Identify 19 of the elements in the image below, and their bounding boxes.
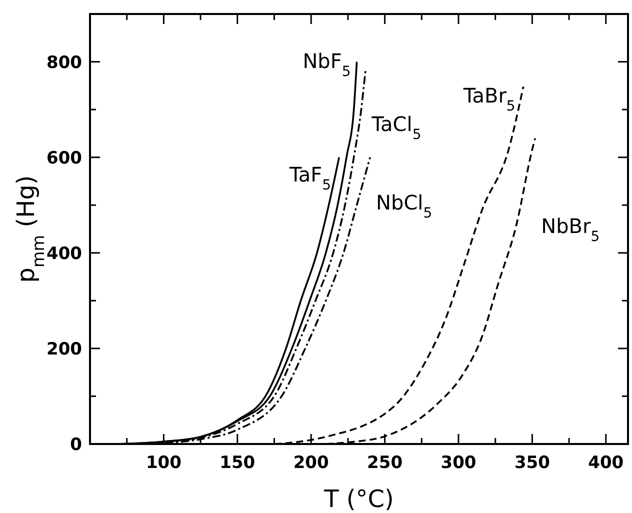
series-label: TaF$_{5}$ (288, 162, 332, 194)
series-label: TaBr$_{5}$ (462, 84, 516, 115)
y-tick-label: 800 (46, 52, 82, 73)
x-tick-label: 200 (293, 453, 330, 473)
x-tick-label: 250 (367, 453, 403, 473)
series-label: TaCl$_{5}$ (370, 112, 422, 143)
x-tick-label: 300 (440, 453, 476, 473)
x-tick-label: 100 (146, 453, 182, 473)
y-tick-label: 200 (46, 339, 82, 360)
series-label: NbBr$_{5}$ (541, 214, 600, 246)
x-tick-label: 400 (588, 453, 624, 473)
x-tick-label: 350 (514, 453, 550, 473)
x-axis-title: T (°C) (323, 485, 394, 513)
y-tick-label: 0 (70, 435, 82, 455)
x-tick-label: 150 (220, 453, 256, 473)
y-tick-label: 600 (46, 148, 82, 168)
y-tick-label: 400 (46, 244, 82, 264)
series-label: NbCl$_{5}$ (376, 190, 432, 222)
series-label: NbF$_{5}$ (302, 48, 351, 80)
